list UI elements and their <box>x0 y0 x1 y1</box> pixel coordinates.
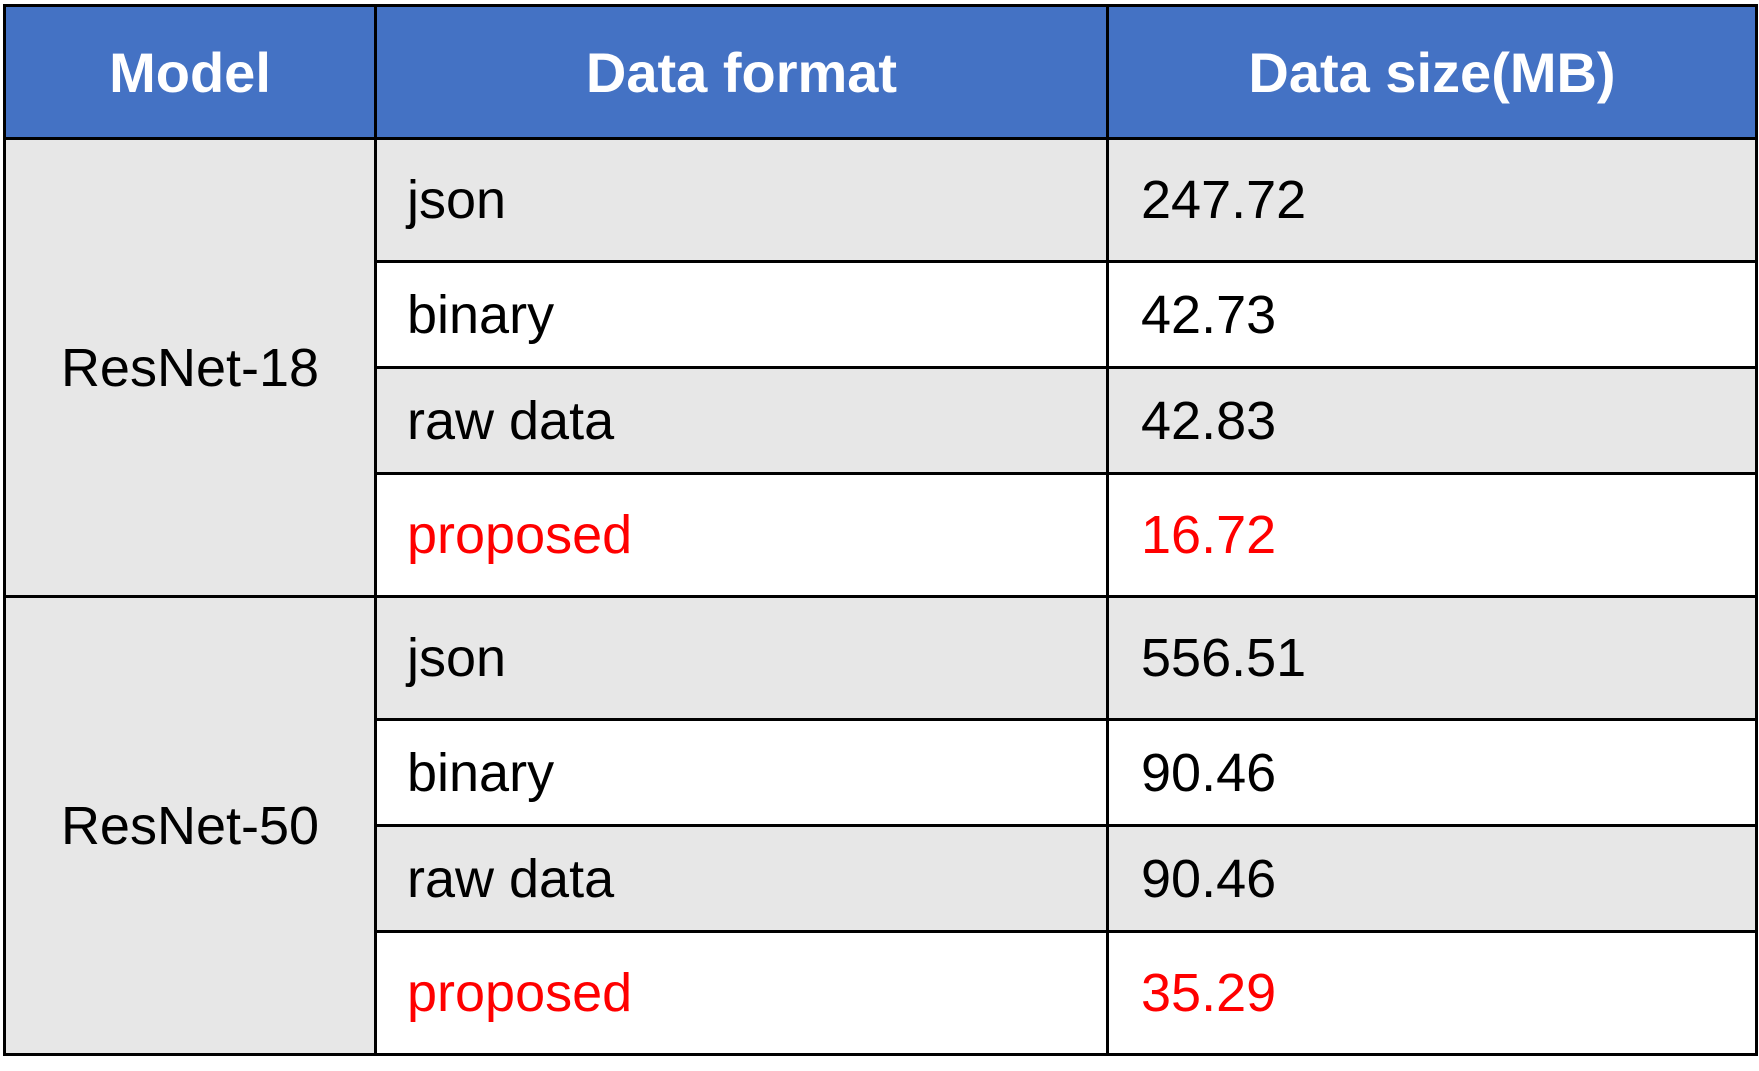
column-header-data-size: Data size(MB) <box>1106 4 1758 140</box>
format-cell: json <box>374 595 1109 721</box>
data-size-table: Model Data format Data size(MB) ResNet-1… <box>3 4 1758 1056</box>
table-row: raw data 42.83 <box>5 366 1758 475</box>
table-row: binary 90.46 <box>5 718 1758 827</box>
table-row: proposed 35.29 <box>5 930 1758 1056</box>
model-cell: ResNet-18 <box>3 137 377 598</box>
size-cell: 42.73 <box>1106 260 1758 369</box>
size-cell: 247.72 <box>1106 137 1758 263</box>
size-cell: 90.46 <box>1106 824 1758 933</box>
size-cell-highlighted: 35.29 <box>1106 930 1758 1056</box>
table-row: binary 42.73 <box>5 260 1758 369</box>
header-row: Model Data format Data size(MB) <box>3 4 1758 140</box>
format-cell: binary <box>374 260 1109 369</box>
format-cell: raw data <box>374 824 1109 933</box>
format-cell: binary <box>374 718 1109 827</box>
column-header-data-format: Data format <box>374 4 1109 140</box>
column-header-model: Model <box>3 4 377 140</box>
format-cell-highlighted: proposed <box>374 930 1109 1056</box>
table-row: ResNet-18 json 247.72 <box>3 137 1758 598</box>
format-cell: raw data <box>374 366 1109 475</box>
table-row: ResNet-50 json 556.51 <box>3 595 1758 1056</box>
format-cell: json <box>374 137 1109 263</box>
table-row: raw data 90.46 <box>5 824 1758 933</box>
size-cell: 90.46 <box>1106 718 1758 827</box>
table-row: proposed 16.72 <box>5 472 1758 598</box>
model-cell: ResNet-50 <box>3 595 377 1056</box>
format-cell-highlighted: proposed <box>374 472 1109 598</box>
size-cell: 42.83 <box>1106 366 1758 475</box>
size-cell: 556.51 <box>1106 595 1758 721</box>
size-cell-highlighted: 16.72 <box>1106 472 1758 598</box>
